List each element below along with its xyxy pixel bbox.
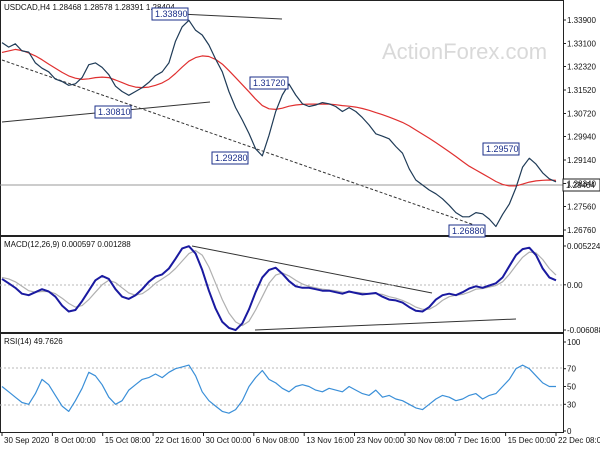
- label-low-1: 1.30810: [94, 105, 132, 119]
- price-trendline-channel: [1, 59, 481, 228]
- x-tick-label: 30 Nov 08:00: [407, 436, 455, 445]
- x-tick-label: 13 Nov 16:00: [306, 436, 354, 445]
- x-tick-label: 8 Oct 00:00: [54, 436, 96, 445]
- price-trendline-top: [179, 13, 283, 20]
- x-tick-label: 30 Oct 00:00: [206, 436, 252, 445]
- axis-layer: 1.33900 1.33100 1.32320 1.31520 1.30720 1.299…: [1, 16, 600, 445]
- rsi-panel-frame: [0, 333, 564, 433]
- label-high-2: 1.31720: [249, 76, 289, 90]
- price-y-tick-label: 1.28340: [567, 180, 596, 189]
- svg-text:1.29570: 1.29570: [486, 144, 519, 154]
- price-y-tick-label: 1.26760: [567, 226, 596, 235]
- svg-text:1.29280: 1.29280: [215, 153, 248, 163]
- current-price-tag: 1.28404: [562, 178, 600, 192]
- rsi-y-tick-label: 50: [567, 383, 576, 392]
- x-tick-label: 15 Oct 08:00: [105, 436, 151, 445]
- price-panel-title: USDCAD,H4 1.28468 1.28578 1.28391 1.2840…: [4, 3, 175, 12]
- svg-text:1.33890: 1.33890: [155, 9, 188, 19]
- rsi-panel-title: RSI(14) 49.7626: [4, 337, 63, 346]
- price-y-tick-label: 1.29940: [567, 133, 596, 142]
- rsi-y-tick-label: 70: [567, 365, 576, 374]
- macd-trendline-bottom: [254, 318, 517, 331]
- price-y-tick-label: 1.33100: [567, 40, 596, 49]
- rsi-y-tick-label: 30: [567, 400, 576, 409]
- svg-text:1.28404: 1.28404: [566, 181, 595, 190]
- svg-text:1.31720: 1.31720: [253, 78, 286, 88]
- label-high-1: 1.33890: [151, 7, 189, 21]
- rsi-series-rsi-line: [1, 364, 556, 414]
- x-tick-label: 7 Dec 16:00: [457, 436, 501, 445]
- price-series-ma-line: [1, 48, 557, 187]
- price-y-tick-label: 1.29140: [567, 156, 596, 165]
- x-tick-label: 15 Dec 00:00: [508, 436, 556, 445]
- x-tick-label: 30 Sep 2020: [4, 436, 50, 445]
- price-y-tick-label: 1.31520: [567, 86, 596, 95]
- x-tick-label: 23 Nov 00:00: [357, 436, 405, 445]
- label-low-2: 1.29280: [211, 151, 249, 165]
- macd-panel-title: MACD(12,26,9) 0.000597 0.001288: [4, 240, 131, 249]
- macd-series-signal-line: [1, 250, 557, 327]
- macd-y-tick-label: 0.00: [567, 281, 583, 290]
- price-y-tick-label: 1.32320: [567, 63, 596, 72]
- rsi-y-tick-label: 0: [567, 427, 572, 436]
- macd-y-tick-label: 0.005224: [567, 242, 600, 251]
- label-low-3: 1.26880: [448, 224, 486, 238]
- price-series-usdcad-line: [1, 19, 557, 228]
- macd-series-macd-line: [1, 245, 557, 332]
- watermark: ActionForex.com: [382, 39, 547, 64]
- macd-y-tick-label: -0.006088: [567, 326, 600, 335]
- x-tick-label: 22 Oct 16:00: [155, 436, 201, 445]
- price-panel-frame: [0, 0, 564, 236]
- price-y-tick-label: 1.33900: [567, 16, 596, 25]
- price-y-tick-label: 1.30720: [567, 110, 596, 119]
- svg-text:1.30810: 1.30810: [98, 107, 131, 117]
- price-y-tick-label: 1.27560: [567, 203, 596, 212]
- series-layer: [1, 19, 557, 414]
- label-high-3: 1.29570: [482, 142, 520, 156]
- rsi-y-tick-label: 100: [567, 338, 581, 347]
- x-tick-label: 6 Nov 08:00: [256, 436, 300, 445]
- x-tick-label: 22 Dec 08:00: [558, 436, 600, 445]
- svg-text:1.26880: 1.26880: [452, 226, 485, 236]
